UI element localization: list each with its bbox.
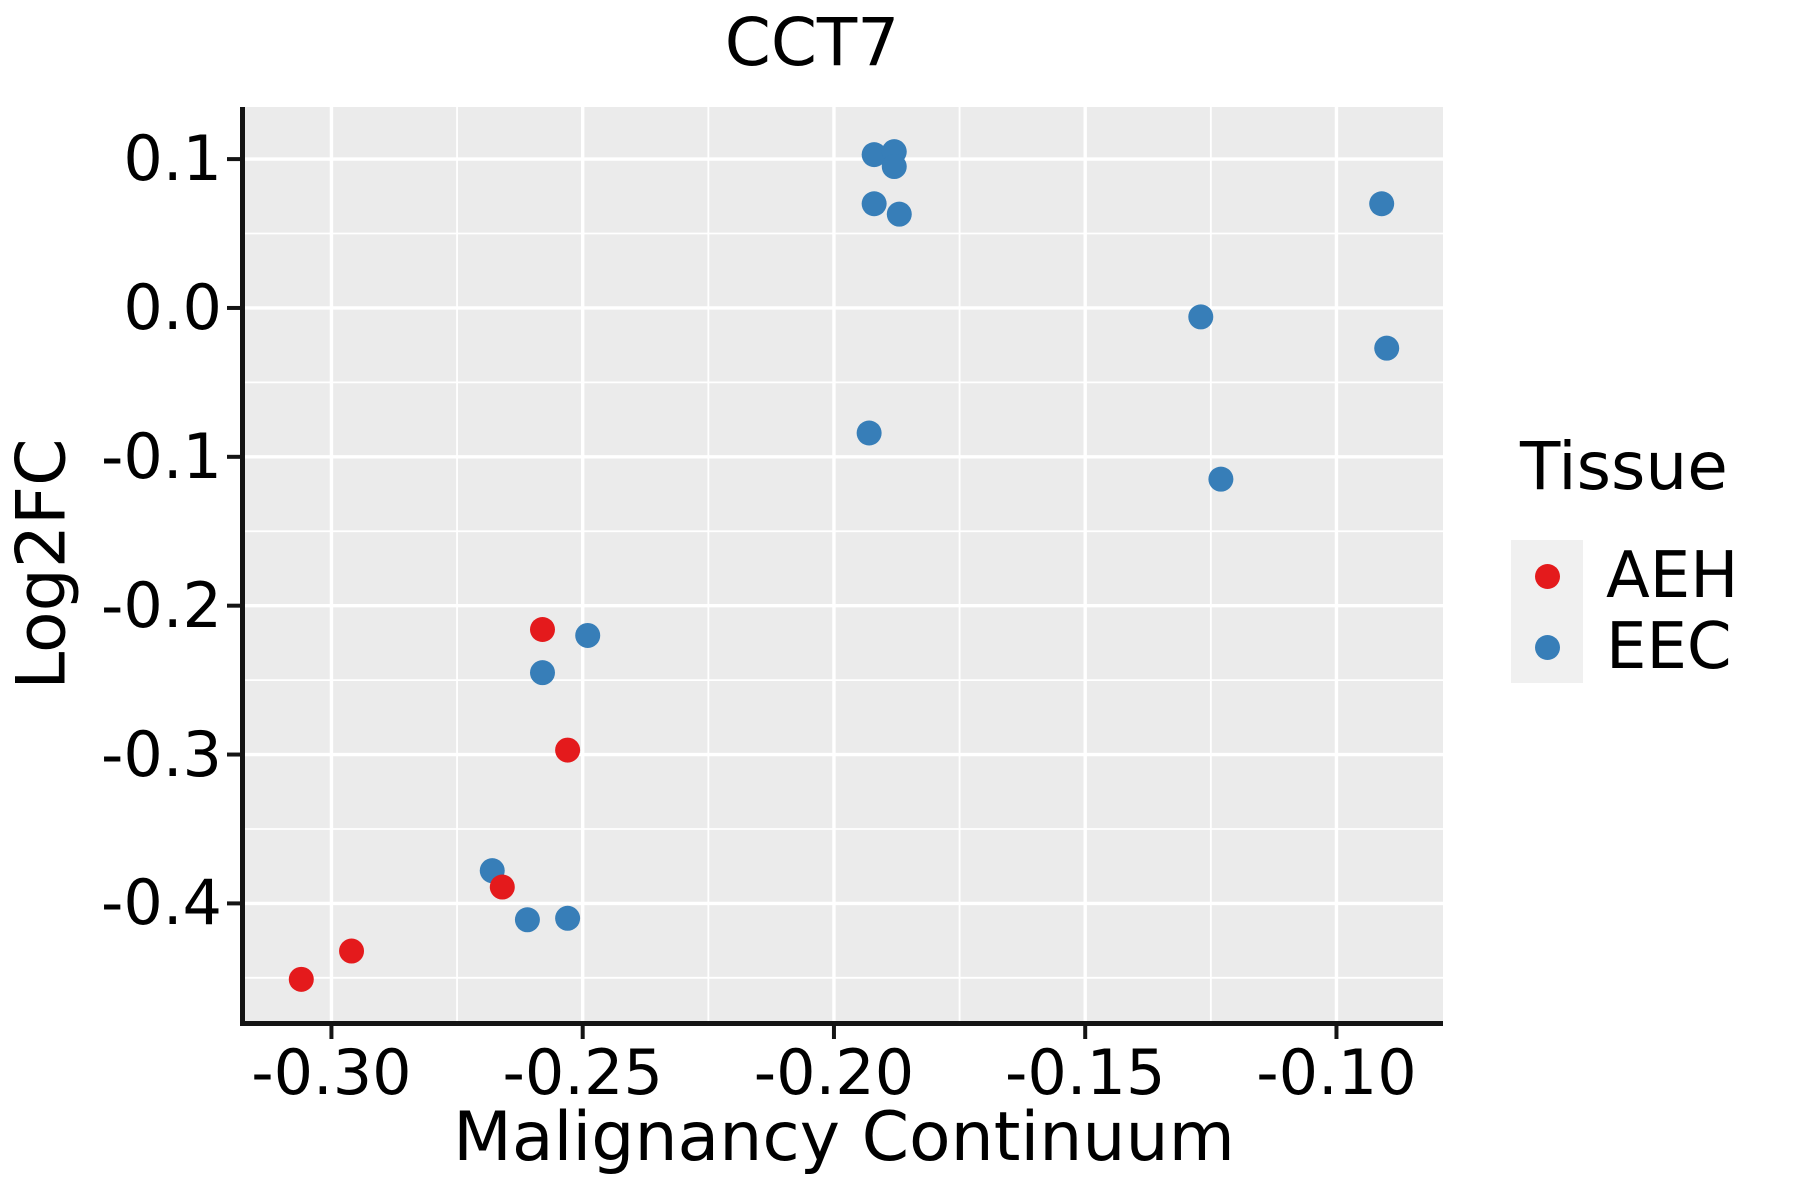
y-tick-label: -0.3 bbox=[101, 717, 222, 791]
y-tick-label: 0.1 bbox=[123, 122, 222, 196]
plot-panel bbox=[245, 107, 1443, 1021]
y-tick-label: 0.0 bbox=[123, 270, 222, 344]
legend-label-aeh: AEH bbox=[1606, 539, 1739, 613]
x-tick-label: -0.15 bbox=[1004, 1036, 1166, 1109]
x-tick-label: -0.30 bbox=[251, 1036, 412, 1109]
legend-entry-aeh: AEH bbox=[1511, 539, 1800, 613]
eec-point-swatch-icon bbox=[1535, 634, 1560, 660]
y-tick-label: -0.1 bbox=[101, 419, 222, 493]
x-tick-label: -0.20 bbox=[753, 1036, 915, 1109]
aeh-point-swatch-icon bbox=[1535, 563, 1560, 589]
legend-label-eec: EEC bbox=[1606, 610, 1732, 684]
y-tick-label: -0.4 bbox=[101, 866, 222, 940]
legend-entry-eec: EEC bbox=[1511, 610, 1800, 684]
x-axis-title: Malignancy Continuum bbox=[453, 1098, 1235, 1177]
y-tick-label: -0.2 bbox=[101, 568, 222, 642]
plot-title: CCT7 bbox=[724, 4, 900, 81]
legend-title: Tissue bbox=[1520, 428, 1728, 505]
x-tick-label: -0.25 bbox=[502, 1036, 663, 1109]
x-tick-label: -0.10 bbox=[1256, 1036, 1417, 1109]
